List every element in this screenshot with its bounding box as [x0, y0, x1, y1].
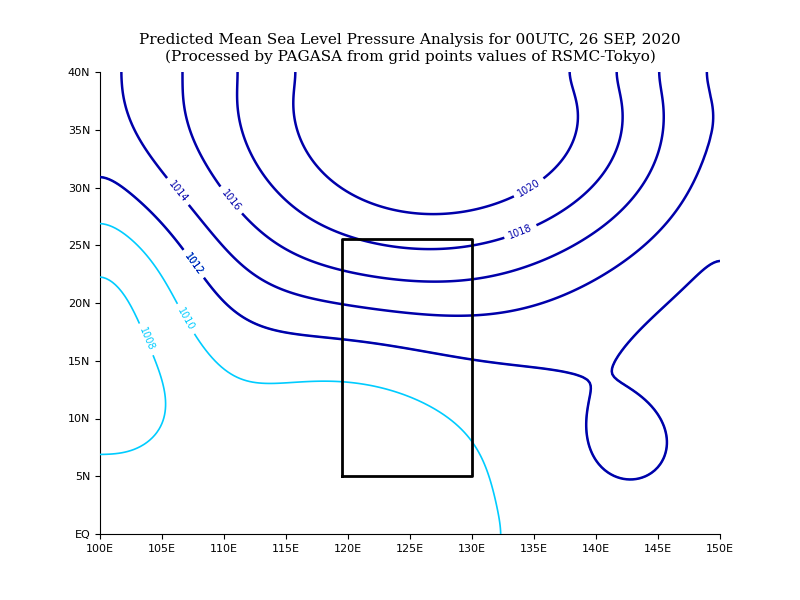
- Text: 1020: 1020: [516, 178, 542, 199]
- Text: 1018: 1018: [507, 223, 534, 241]
- Text: 1014: 1014: [166, 179, 190, 204]
- Text: 1010: 1010: [175, 306, 196, 332]
- Text: 1016: 1016: [219, 188, 242, 213]
- Text: 1008: 1008: [137, 326, 156, 353]
- Text: 1012: 1012: [182, 251, 205, 277]
- Title: Predicted Mean Sea Level Pressure Analysis for 00UTC, 26 SEP, 2020
(Processed by: Predicted Mean Sea Level Pressure Analys…: [139, 33, 681, 64]
- Text: 1012: 1012: [182, 251, 205, 277]
